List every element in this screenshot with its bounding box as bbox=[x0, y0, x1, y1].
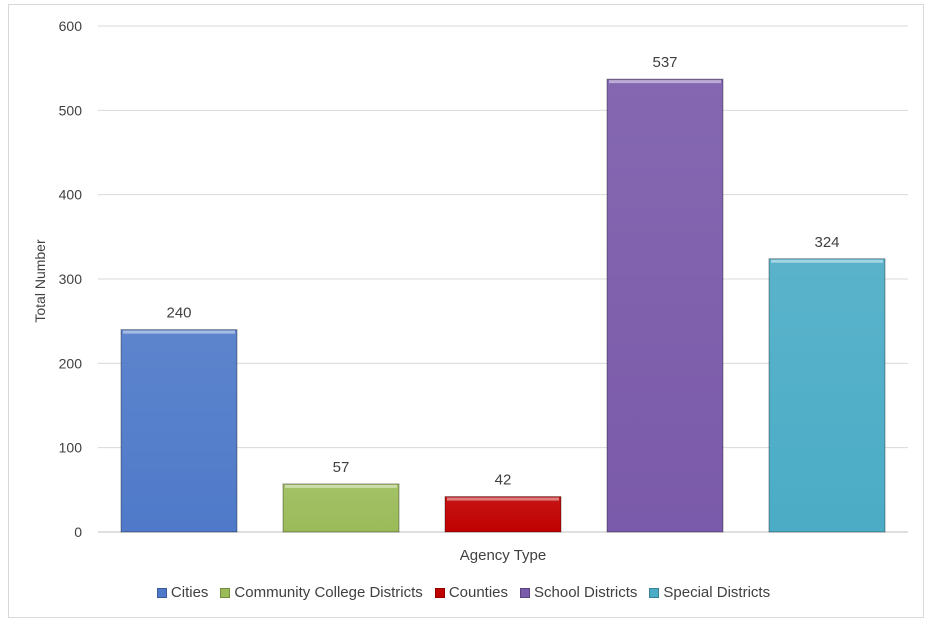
legend-item: Cities bbox=[156, 584, 209, 601]
bar-chart: 0 100 200 300 400 500 600 240 57 42 537 324 Agency… bbox=[32, 18, 908, 564]
y-tick-label: 0 bbox=[74, 524, 82, 540]
bar-highlight bbox=[447, 497, 559, 501]
legend-swatch bbox=[156, 587, 167, 598]
data-labels: 240 57 42 537 324 bbox=[166, 54, 839, 488]
y-tick-label: 200 bbox=[59, 355, 83, 371]
bar-highlight bbox=[609, 80, 721, 84]
data-label: 240 bbox=[166, 305, 191, 322]
bar-highlight bbox=[771, 259, 883, 263]
y-tick-label: 400 bbox=[59, 187, 83, 203]
legend: Cities Community College Districts Countie… bbox=[0, 584, 927, 601]
bar-highlight bbox=[123, 330, 235, 334]
bar-counties bbox=[444, 496, 562, 533]
legend-item: Counties bbox=[434, 584, 509, 601]
legend-label: School Districts bbox=[534, 584, 638, 601]
legend-item: Community College Districts bbox=[220, 584, 423, 601]
legend-item: School Districts bbox=[520, 584, 637, 601]
y-tick-label: 500 bbox=[59, 102, 83, 118]
bar-school-districts bbox=[606, 78, 724, 533]
x-axis-label: Agency Type bbox=[460, 547, 546, 564]
bar-cities bbox=[120, 329, 238, 533]
y-tick-label: 100 bbox=[59, 440, 83, 456]
legend-swatch bbox=[434, 587, 445, 598]
bar-community-college-districts bbox=[282, 483, 400, 533]
legend-swatch bbox=[520, 587, 531, 598]
legend-label: Community College Districts bbox=[234, 584, 423, 601]
y-axis-label: Total Number bbox=[32, 239, 48, 323]
data-label: 42 bbox=[495, 472, 512, 489]
data-label: 57 bbox=[333, 459, 350, 476]
data-label: 537 bbox=[652, 54, 677, 71]
y-axis-ticks: 0 100 200 300 400 500 600 bbox=[59, 18, 83, 540]
legend-swatch bbox=[649, 587, 660, 598]
legend-label: Counties bbox=[448, 584, 509, 601]
legend-swatch bbox=[220, 587, 231, 598]
legend-item: Special Districts bbox=[649, 584, 770, 601]
bars bbox=[120, 78, 886, 533]
bar-special-districts bbox=[768, 258, 886, 533]
y-tick-label: 300 bbox=[59, 271, 83, 287]
legend-label: Cities bbox=[170, 584, 209, 601]
y-tick-label: 600 bbox=[59, 18, 83, 34]
legend-label: Special Districts bbox=[663, 584, 771, 601]
data-label: 324 bbox=[814, 234, 839, 251]
bar-highlight bbox=[285, 484, 397, 488]
